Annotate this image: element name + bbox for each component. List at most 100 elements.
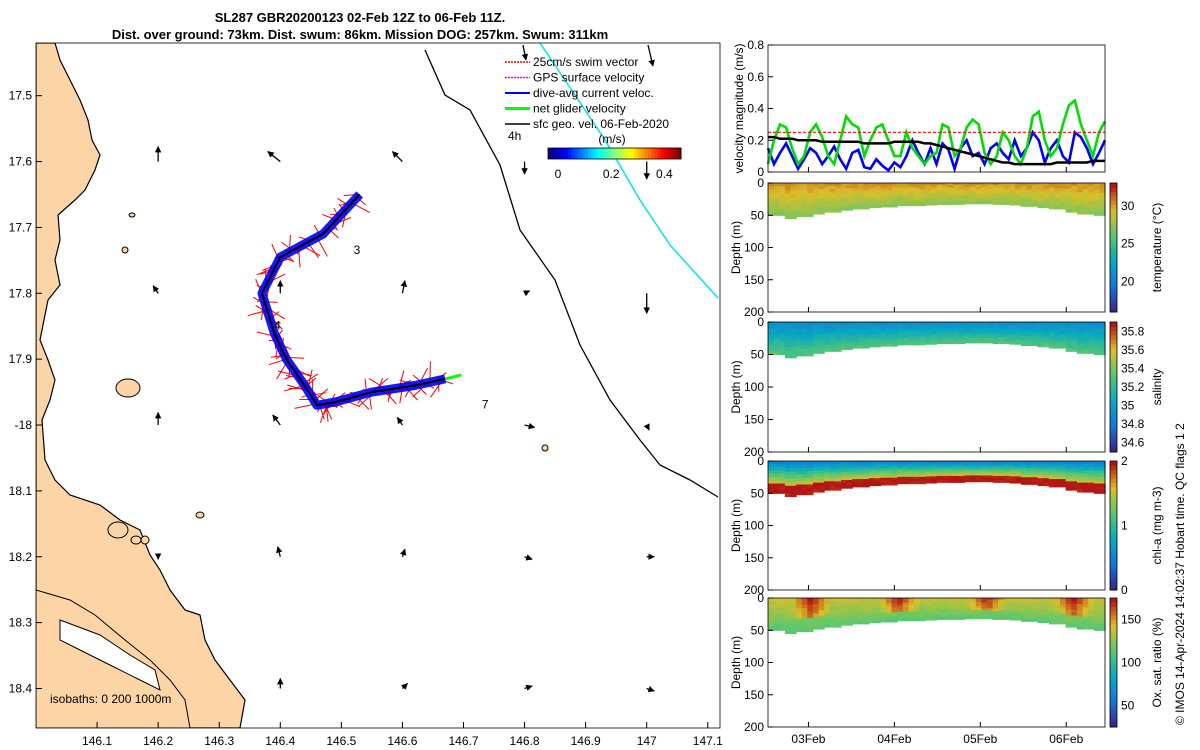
section-cell [975,330,983,333]
section-cell [784,214,792,220]
section-cell [857,190,865,194]
section-cell [796,611,803,616]
section-cell [1060,337,1067,341]
section-cell [1003,478,1011,481]
section-cell [824,333,831,338]
section-cell [1088,613,1095,618]
section-cell [981,340,988,344]
section-cell [841,183,848,187]
section-cell [958,187,966,190]
section-cell [829,469,836,474]
section-cell [1082,604,1089,608]
section-cell [885,480,893,484]
section-cell [1015,196,1022,199]
section-cell [975,322,983,325]
section-cell [852,603,859,607]
section-cell [874,612,881,616]
section-cell [1020,598,1027,601]
section-cell [863,342,870,346]
velocity-y-tick-label: 0.4 [747,102,764,116]
section-cell [902,472,910,476]
section-cell [964,469,971,472]
section-cell [1009,326,1016,330]
section-colorbar-label: temperature (°C) [1150,203,1164,293]
section-cell [807,474,814,479]
section-cell [863,473,870,478]
section-cell [908,198,915,202]
section-cell [891,324,898,328]
section-cell [768,199,775,203]
section-cell [801,487,808,492]
section-cell [1099,467,1106,472]
section-cell [981,463,988,466]
section-cell [1026,326,1033,330]
colorbar-cell [597,148,602,159]
section-cell [925,461,932,464]
section-cell [1060,468,1067,472]
section-cell [942,606,949,610]
section-cell [998,324,1005,327]
velocity-y-axis-label: velocity magnitude (m/s) [732,43,746,173]
section-cell [1054,198,1061,202]
section-cell [885,183,893,186]
section-cell [1043,615,1050,619]
section-cell [1015,606,1022,610]
section-cell [1065,603,1072,608]
section-cell [807,189,814,194]
section-cell [818,334,825,339]
section-cell [919,328,926,332]
section-cell [1093,189,1100,194]
section-cell [880,326,887,330]
section-cell [970,328,977,331]
section-cell [1054,203,1061,207]
section-cell [796,477,803,482]
section-cell [902,185,910,189]
section-cell [857,183,865,187]
section-cell [768,486,775,491]
section-colorbar-tick-label: 100 [1121,656,1141,670]
section-cell [953,334,960,338]
section-cell [869,610,876,614]
colorbar-cell [554,148,559,159]
section-colorbar-cell [1110,555,1117,561]
section-cell [925,471,932,475]
section-cell [863,327,870,331]
section-cell [1065,197,1072,202]
section-cell [930,480,938,484]
section-cell [1065,472,1072,477]
section-cell [846,343,853,348]
section-cell [1015,617,1022,621]
section-cell [829,206,836,210]
section-cell [897,185,904,189]
section-cell [869,473,876,477]
section-cell [1020,614,1027,618]
section-cell [801,484,808,489]
section-cell [779,601,786,606]
section-cell [987,328,994,331]
section-cell [981,610,988,614]
section-cell [914,194,921,198]
map-y-tick-label: 18.1 [9,484,33,498]
section-cell [874,463,881,467]
section-cell [958,469,966,473]
section-cell [863,466,870,470]
section-cell [902,465,910,469]
velocity-series-line [768,135,1105,166]
section-cell [846,322,853,326]
section-cell [768,322,775,326]
section-cell [981,330,988,333]
section-cell [1015,198,1022,202]
section-cell [970,477,977,481]
section-cell [970,467,977,470]
section-cell [779,328,786,333]
section-cell [829,188,836,193]
section-cell [869,200,876,204]
section-cell [1003,195,1011,199]
section-colorbar-tick-label: 150 [1121,613,1141,627]
section-cell [1026,604,1033,608]
section-cell [1020,470,1027,474]
section-cell [908,194,915,198]
section-cell [874,341,881,345]
section-cell [919,607,926,610]
section-cell [981,475,988,479]
